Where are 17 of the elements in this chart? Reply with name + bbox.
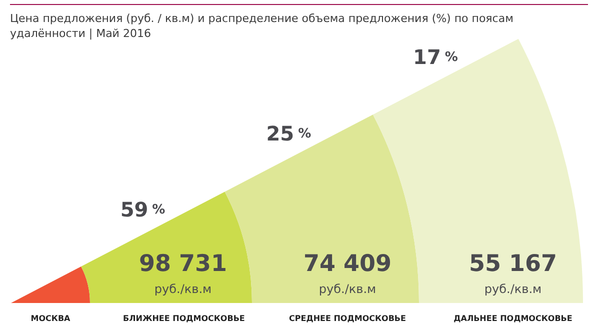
- data-label: 74 409: [303, 251, 392, 277]
- series-label: руб./кв.м: [154, 282, 212, 296]
- data-label: 59: [120, 198, 148, 222]
- legend-label: %: [152, 202, 166, 218]
- category-label: МОСКВА: [30, 314, 72, 323]
- category-label: ДАЛЬНЕЕ ПОДМОСКОВЬЕ: [453, 314, 573, 323]
- data-label: 17: [413, 45, 441, 70]
- data-label: 98 731: [138, 251, 228, 277]
- category-label: БЛИЖНЕЕ ПОДМОСКОВЬЕ: [123, 314, 245, 323]
- text: руб./кв.м: [318, 282, 376, 296]
- data-label: 25: [266, 122, 294, 146]
- text: руб./кв.м: [484, 282, 542, 296]
- category-label: СРЕДНЕЕ ПОДМОСКОВЬЕ: [288, 314, 407, 323]
- data-label: 55 167: [468, 251, 558, 277]
- text: %: [298, 126, 312, 142]
- text: Цена предложения (руб. / кв.м) и распределение объема предложения (%) по поясам удалённости | Май 2016: [10, 11, 514, 41]
- text: %: [444, 50, 458, 65]
